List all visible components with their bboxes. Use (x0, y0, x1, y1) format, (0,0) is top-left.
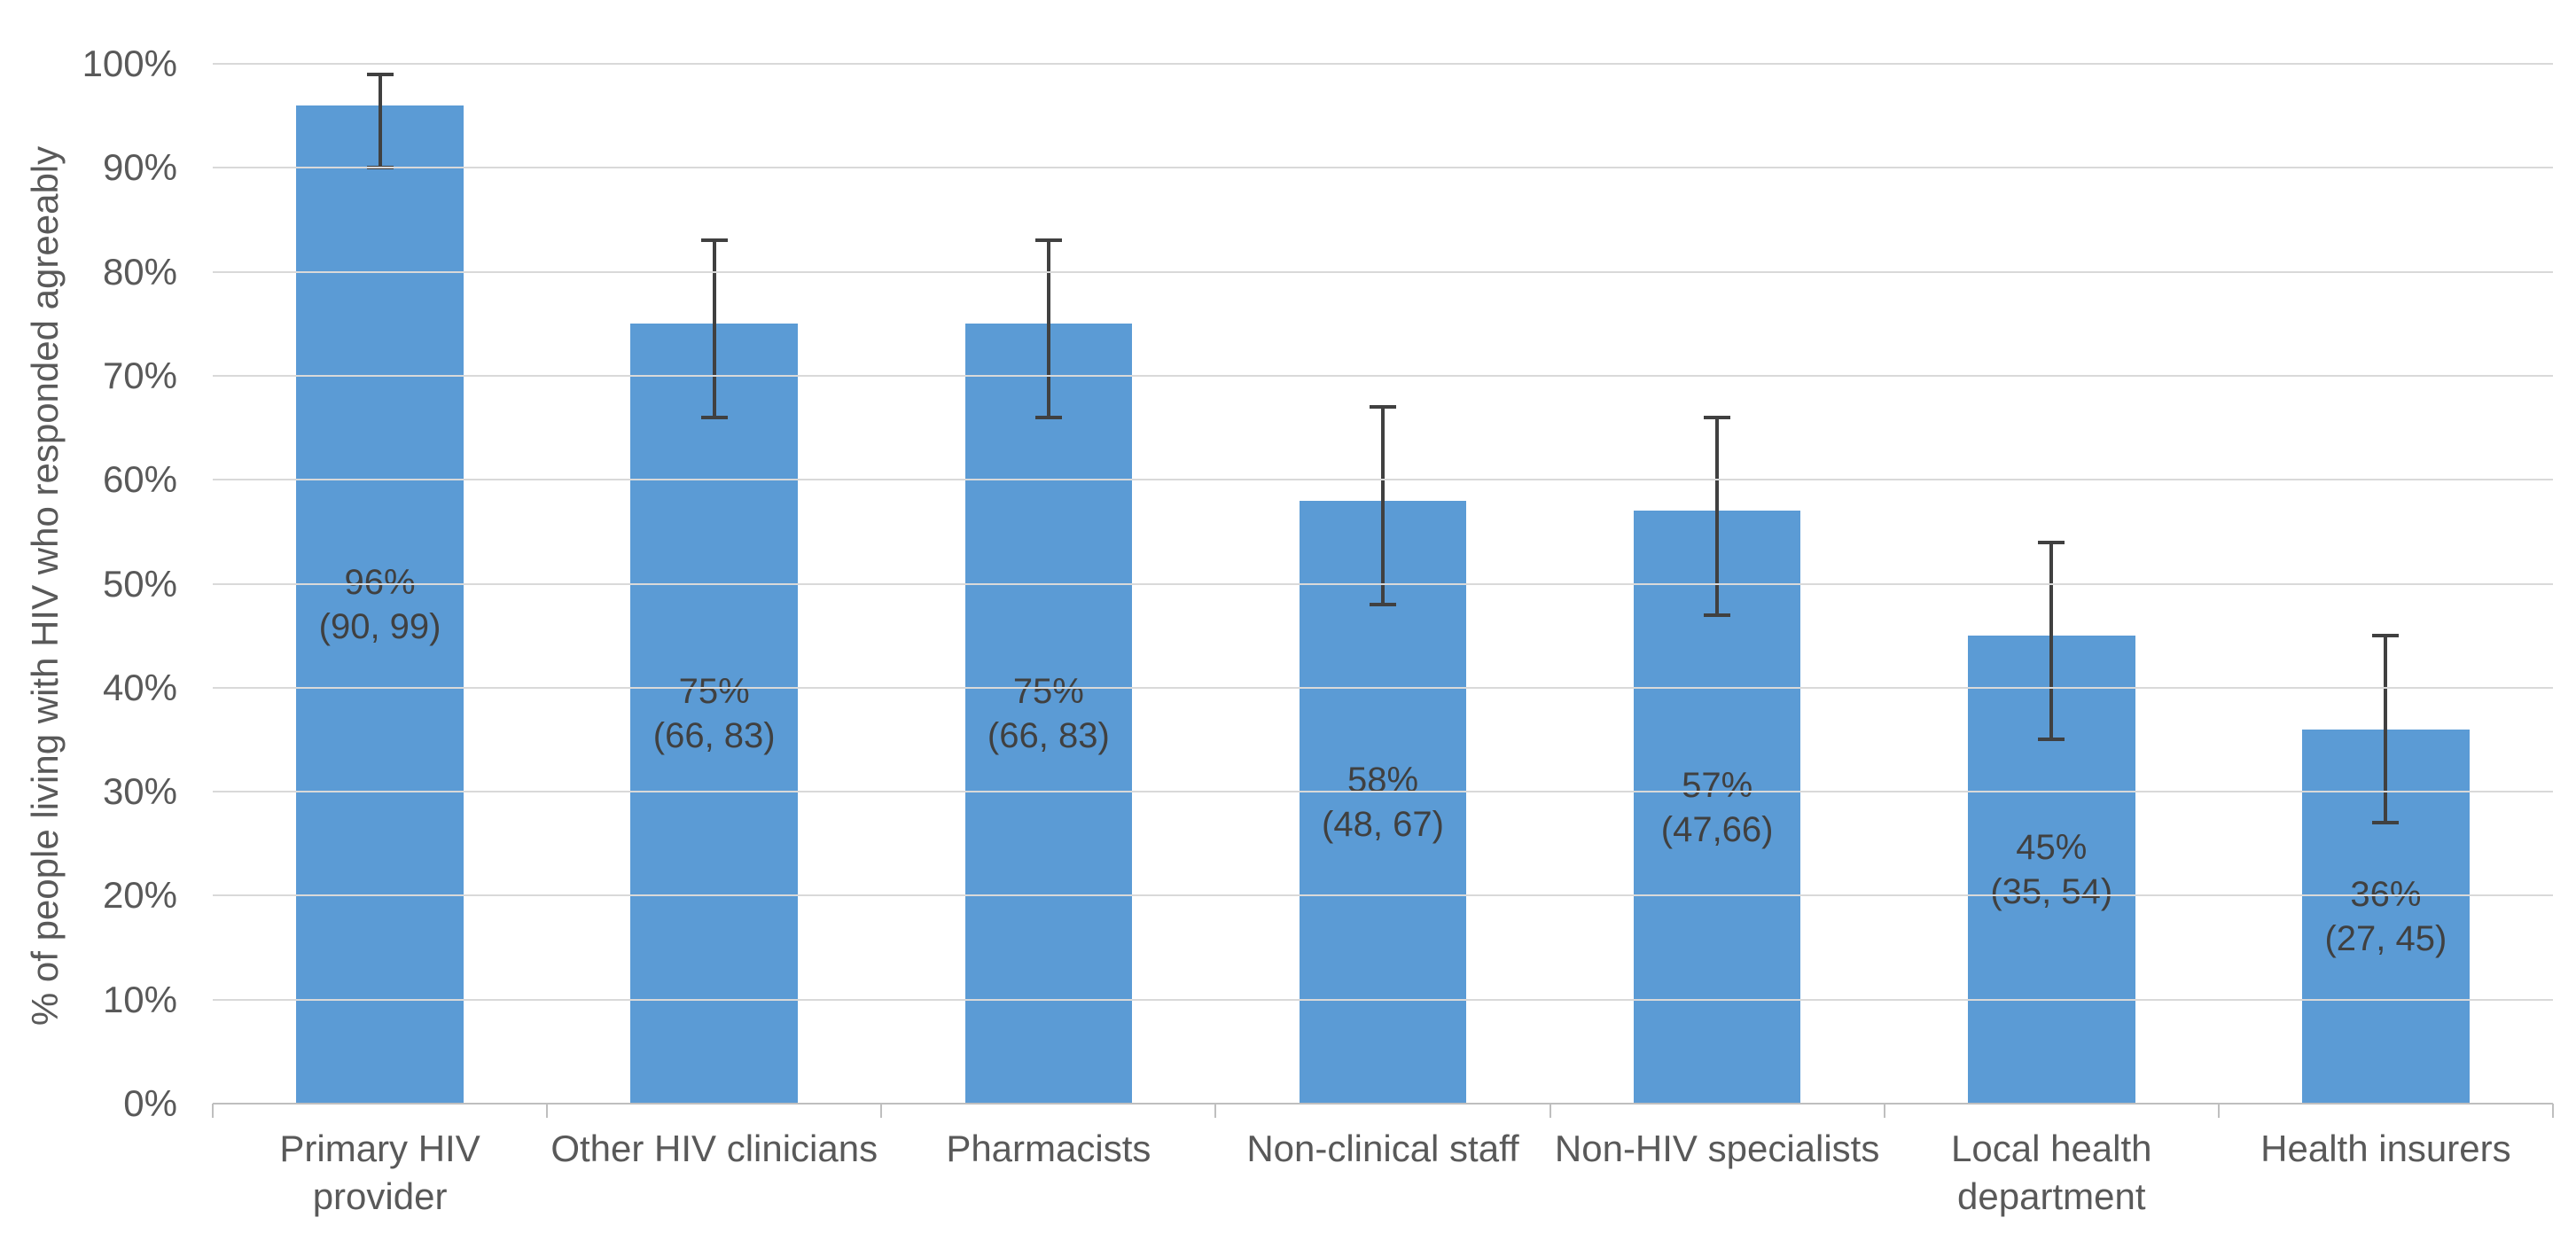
bar-data-label: 45% (35, 54) (1968, 825, 2135, 914)
bar-data-label: 75% (66, 83) (965, 669, 1133, 758)
category-label: Health insurers (2260, 1128, 2511, 1169)
bar-slot: 45% (35, 54) (1885, 64, 2219, 1104)
y-tick-label-60: 60% (102, 458, 177, 501)
bar-ci-label: (27, 45) (2324, 918, 2447, 958)
bar: 75% (66, 83) (630, 324, 798, 1104)
error-bar-line (1046, 240, 1050, 418)
bar: 96% (90, 99) (296, 105, 464, 1104)
plot-area: 96% (90, 99) 75% (66, 83) 75% (66, 83) 58% (48,… (212, 63, 2554, 1118)
x-axis-tick (212, 1104, 214, 1118)
bar-ci-label: (35, 54) (1990, 872, 2113, 912)
x-axis-line (213, 1103, 2553, 1105)
error-bar-line (2049, 542, 2054, 740)
y-tick-label-30: 30% (102, 770, 177, 813)
x-axis-tick (546, 1104, 549, 1118)
bar-value-label: 58% (1347, 760, 1419, 800)
category-label: Other HIV clinicians (550, 1128, 878, 1169)
bar-data-label: 75% (66, 83) (630, 669, 798, 758)
bar-value-label: 36% (2350, 874, 2422, 914)
error-bar-line (2384, 636, 2388, 824)
error-bar-cap-top (2372, 634, 2400, 638)
bar-data-label: 57% (47,66) (1634, 763, 1801, 852)
error-bar-cap-top (700, 238, 728, 243)
y-gridline-10 (213, 998, 2553, 1001)
bar-data-label: 36% (27, 45) (2302, 872, 2470, 961)
bar-value-label: 75% (1012, 672, 1084, 712)
y-tick-label-80: 80% (102, 250, 177, 293)
y-gridline-50 (213, 582, 2553, 585)
y-tick-label-0: 0% (123, 1082, 177, 1124)
bar-ci-label: (90, 99) (318, 606, 441, 646)
error-bar-cap-bottom (700, 415, 728, 419)
error-bar-cap-bottom (2038, 738, 2065, 742)
x-axis-tick (1883, 1104, 1885, 1118)
bar-value-label: 45% (2016, 828, 2088, 868)
bar-data-label: 96% (90, 99) (296, 560, 464, 649)
category-label: Primary HIV provider (279, 1128, 480, 1217)
x-axis-tick (2552, 1104, 2554, 1118)
error-bar-line (378, 74, 382, 168)
error-bar-cap-top (366, 72, 394, 76)
error-bar-cap-top (1034, 238, 1062, 243)
y-gridline-100 (213, 63, 2553, 65)
y-axis-tick-labels: 0% 10% 20% 30% 40% 50% 60% 70% 80% 90% 100% (0, 43, 177, 1124)
y-gridline-80 (213, 270, 2553, 273)
category-label: Non-clinical staff (1246, 1128, 1519, 1169)
y-gridline-90 (213, 167, 2553, 169)
bar-ci-label: (66, 83) (652, 716, 776, 756)
y-gridline-70 (213, 374, 2553, 377)
category-label: Pharmacists (946, 1128, 1151, 1169)
x-axis-tick (1214, 1104, 1217, 1118)
error-bar-line (1715, 417, 1720, 615)
bar-slot: 58% (48, 67) (1215, 64, 1550, 1104)
error-bar-cap-top (2038, 540, 2065, 544)
category-label: Non-HIV specialists (1554, 1128, 1880, 1169)
y-gridline-20 (213, 894, 2553, 897)
y-tick-label-20: 20% (102, 874, 177, 917)
bar-slot: 75% (66, 83) (881, 64, 1215, 1104)
x-axis-tick (1549, 1104, 1551, 1118)
error-bar-line (712, 240, 716, 418)
error-bar-cap-top (1704, 415, 1731, 419)
bar-value-label: 57% (1682, 765, 1753, 805)
y-tick-label-100: 100% (82, 43, 177, 84)
bar-value-label: 75% (678, 672, 750, 712)
x-axis-tick (880, 1104, 883, 1118)
error-bar-cap-bottom (1034, 415, 1062, 419)
y-gridline-40 (213, 686, 2553, 689)
error-bar-cap-top (1369, 405, 1396, 410)
bar-ci-label: (66, 83) (987, 716, 1110, 756)
bar-value-label: 96% (344, 562, 416, 602)
y-tick-label-10: 10% (102, 978, 177, 1020)
error-bar-cap-bottom (1369, 602, 1396, 606)
category-label: Local health department (1951, 1128, 2152, 1217)
y-gridline-30 (213, 791, 2553, 793)
y-gridline-60 (213, 479, 2553, 481)
error-bar-line (1380, 407, 1385, 605)
y-tick-label-50: 50% (102, 562, 177, 605)
bar-ci-label: (47,66) (1660, 809, 1774, 849)
bar-data-label: 58% (48, 67) (1300, 758, 1467, 847)
bar-slot: 75% (66, 83) (547, 64, 881, 1104)
y-tick-label-40: 40% (102, 666, 177, 708)
bar-slot: 57% (47,66) (1550, 64, 1885, 1104)
x-axis-category-labels: Primary HIV provider Other HIV clinicians… (213, 1125, 2553, 1221)
bar-ci-label: (48, 67) (1322, 804, 1444, 844)
y-tick-label-90: 90% (102, 146, 177, 189)
x-axis-tick (2217, 1104, 2220, 1118)
bar: 75% (66, 83) (964, 324, 1133, 1104)
error-bar-cap-bottom (2372, 821, 2400, 825)
y-tick-label-70: 70% (102, 354, 177, 396)
error-bar-cap-bottom (1704, 613, 1731, 617)
